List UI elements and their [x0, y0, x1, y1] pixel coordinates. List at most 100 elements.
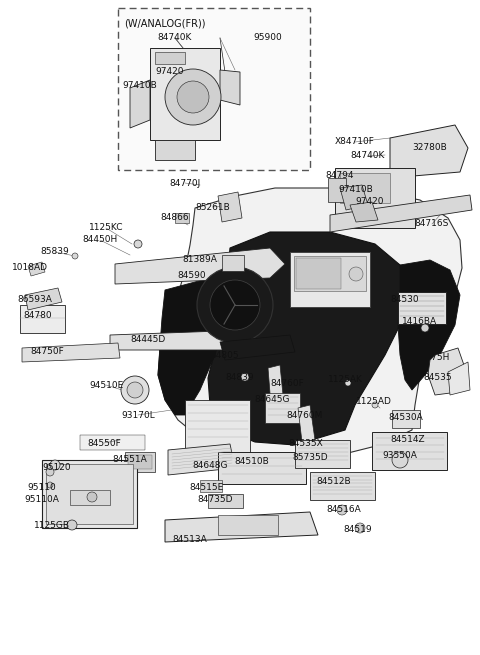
Text: 95120: 95120 — [43, 464, 72, 472]
Text: 84735D: 84735D — [197, 495, 233, 504]
Bar — [80, 435, 145, 450]
Polygon shape — [220, 335, 295, 360]
Text: X84710F: X84710F — [335, 138, 375, 147]
Text: 95110: 95110 — [28, 483, 56, 493]
Circle shape — [165, 69, 221, 125]
Text: 97420: 97420 — [356, 198, 384, 206]
Bar — [175, 213, 189, 223]
Text: 86593A: 86593A — [18, 295, 52, 305]
Text: 97410B: 97410B — [122, 81, 157, 90]
Text: 84760M: 84760M — [287, 411, 323, 421]
Text: 84450H: 84450H — [83, 236, 118, 244]
Circle shape — [87, 492, 97, 502]
Polygon shape — [428, 348, 465, 395]
Polygon shape — [350, 202, 378, 222]
Text: 84590: 84590 — [178, 272, 206, 280]
Text: 84794: 84794 — [326, 172, 354, 181]
Polygon shape — [398, 260, 460, 390]
Bar — [265, 393, 300, 423]
Bar — [328, 178, 346, 202]
Polygon shape — [28, 262, 45, 276]
Circle shape — [355, 523, 365, 533]
Polygon shape — [218, 192, 242, 222]
Text: 97420: 97420 — [156, 67, 184, 77]
Text: 84805: 84805 — [211, 350, 240, 360]
Bar — [295, 440, 350, 468]
Polygon shape — [22, 343, 120, 362]
Text: 84866: 84866 — [161, 214, 189, 223]
Circle shape — [392, 452, 408, 468]
Bar — [128, 455, 152, 469]
Circle shape — [127, 382, 143, 398]
Bar — [42, 460, 137, 528]
Text: 84519: 84519 — [344, 525, 372, 534]
Bar — [290, 252, 370, 307]
Text: 84513A: 84513A — [173, 536, 207, 544]
Polygon shape — [158, 278, 230, 415]
Text: 93550A: 93550A — [383, 451, 418, 460]
Circle shape — [134, 240, 142, 248]
Text: 85839: 85839 — [41, 248, 70, 257]
Circle shape — [67, 520, 77, 530]
Text: 93170L: 93170L — [121, 411, 155, 419]
Text: 84780: 84780 — [24, 312, 52, 320]
Circle shape — [47, 482, 53, 488]
Text: 95110A: 95110A — [24, 495, 60, 504]
Circle shape — [241, 373, 249, 381]
Text: 84530A: 84530A — [389, 413, 423, 422]
Text: 94510E: 94510E — [89, 381, 123, 390]
Text: 97410B: 97410B — [338, 185, 373, 195]
Text: 84445D: 84445D — [131, 335, 166, 345]
Text: 84740K: 84740K — [351, 151, 385, 160]
Bar — [398, 292, 446, 324]
Circle shape — [372, 402, 378, 408]
Text: 84740K: 84740K — [158, 33, 192, 43]
Text: 95900: 95900 — [253, 33, 282, 43]
Bar — [372, 432, 447, 470]
Text: 84535X: 84535X — [288, 440, 324, 449]
Polygon shape — [330, 195, 472, 232]
Polygon shape — [168, 444, 235, 475]
Circle shape — [345, 380, 351, 386]
Circle shape — [421, 324, 429, 332]
Bar — [218, 452, 306, 484]
Text: 84648G: 84648G — [192, 460, 228, 470]
Polygon shape — [155, 140, 195, 160]
Bar — [335, 168, 415, 228]
Bar — [70, 490, 110, 505]
Text: 84770J: 84770J — [169, 179, 201, 187]
Bar — [200, 480, 222, 492]
Text: 1018AD: 1018AD — [12, 263, 48, 272]
Bar — [340, 173, 390, 203]
Bar — [20, 305, 65, 333]
Text: 84645G: 84645G — [254, 396, 290, 405]
Polygon shape — [150, 48, 220, 140]
Bar — [155, 52, 185, 64]
Circle shape — [177, 81, 209, 113]
Bar — [208, 494, 243, 508]
Circle shape — [210, 280, 260, 330]
Bar — [222, 255, 244, 271]
Text: 84530: 84530 — [391, 295, 420, 305]
Text: 84839: 84839 — [226, 373, 254, 383]
Circle shape — [46, 468, 54, 476]
FancyBboxPatch shape — [118, 8, 310, 170]
Text: 1416BA: 1416BA — [402, 318, 438, 326]
Text: 84550F: 84550F — [87, 438, 121, 447]
Text: 84512B: 84512B — [317, 477, 351, 487]
Polygon shape — [268, 365, 285, 418]
Polygon shape — [115, 248, 285, 284]
Text: 84535: 84535 — [424, 373, 452, 383]
Bar — [296, 258, 341, 289]
Bar — [392, 410, 420, 428]
Bar — [294, 256, 366, 291]
Text: 1125AK: 1125AK — [327, 375, 362, 384]
Text: 84750F: 84750F — [30, 348, 64, 356]
Text: 84775H: 84775H — [414, 354, 450, 362]
Circle shape — [121, 376, 149, 404]
Polygon shape — [390, 125, 468, 178]
Polygon shape — [25, 288, 62, 310]
Polygon shape — [448, 362, 470, 395]
Bar — [310, 472, 375, 500]
Text: 32780B: 32780B — [413, 143, 447, 153]
